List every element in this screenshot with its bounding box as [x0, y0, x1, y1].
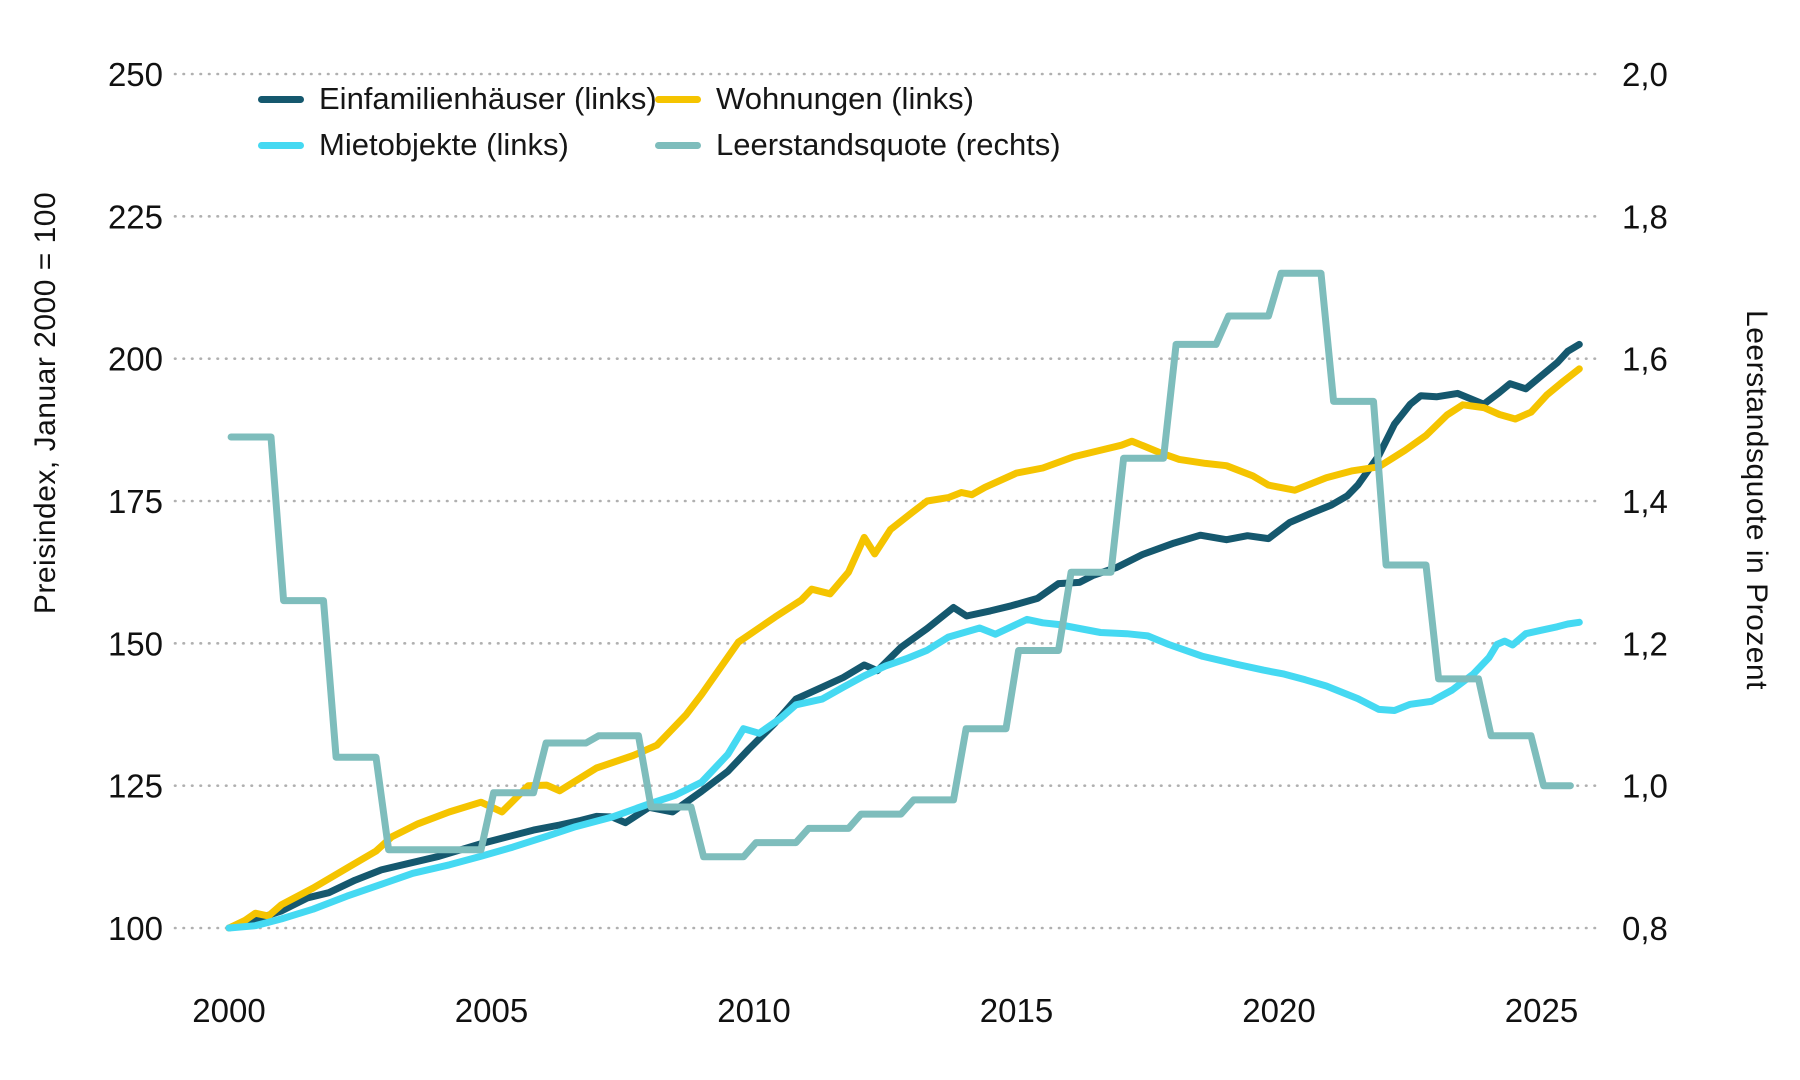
- left-axis-tick-label: 250: [108, 56, 163, 93]
- legend-swatch-icon: [655, 95, 701, 103]
- legend-label: Leerstandsquote (rechts): [716, 127, 1061, 162]
- left-axis-tick-label: 175: [108, 483, 163, 520]
- legend-label: Wohnungen (links): [716, 81, 974, 116]
- right-axis-tick-label: 0,8: [1622, 910, 1668, 947]
- legend-swatch-icon: [655, 141, 701, 149]
- x-axis-tick-label: 2020: [1242, 992, 1315, 1029]
- right-axis-tick-label: 1,8: [1622, 198, 1668, 235]
- series-line-mietobjekte-links: [225, 615, 1583, 932]
- x-axis-tick-label: 2010: [717, 992, 790, 1029]
- x-axis-tick-label: 2015: [980, 992, 1053, 1029]
- legend-label: Einfamilienhäuser (links): [319, 81, 657, 116]
- right-axis-title: Leerstandsquote in Prozent: [1740, 310, 1773, 690]
- left-axis-tick-label: 150: [108, 625, 163, 662]
- right-axis-tick-label: 1,4: [1622, 483, 1668, 520]
- series-line-leerstandsquote-rechts: [227, 269, 1574, 861]
- legend: Einfamilienhäuser (links) Wohnungen (link…: [258, 76, 1061, 168]
- legend-item: Leerstandsquote (rechts): [655, 122, 1061, 168]
- legend-swatch-icon: [258, 95, 304, 103]
- x-axis-tick-label: 2000: [192, 992, 265, 1029]
- x-axis-tick-label: 2005: [455, 992, 528, 1029]
- left-axis-tick-label: 200: [108, 341, 163, 378]
- legend-item: Einfamilienhäuser (links): [258, 76, 657, 122]
- left-axis-tick-label: 225: [108, 198, 163, 235]
- legend-item: Wohnungen (links): [655, 76, 1061, 122]
- right-axis-tick-label: 1,2: [1622, 625, 1668, 662]
- right-axis-tick-label: 1,6: [1622, 341, 1668, 378]
- legend-item: Mietobjekte (links): [258, 122, 655, 168]
- legend-label: Mietobjekte (links): [319, 127, 569, 162]
- legend-swatch-icon: [258, 141, 304, 149]
- x-axis-tick-label: 2025: [1505, 992, 1578, 1029]
- left-axis-tick-label: 100: [108, 910, 163, 947]
- series-line-wohnungen-links: [225, 365, 1583, 932]
- right-axis-tick-label: 1,0: [1622, 768, 1668, 805]
- left-axis-title: Preisindex, Januar 2000 = 100: [29, 191, 62, 615]
- series-line-einfamilienh-user-links: [225, 340, 1583, 932]
- right-axis-tick-label: 2,0: [1622, 56, 1668, 93]
- left-axis-tick-label: 125: [108, 768, 163, 805]
